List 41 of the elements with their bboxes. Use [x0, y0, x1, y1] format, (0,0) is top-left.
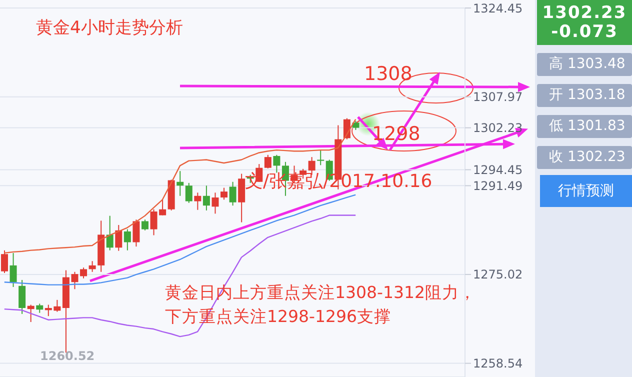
candlestick: [18, 279, 26, 314]
text: -0.073: [550, 22, 619, 42]
annotation: 黄金4小时走势分析: [36, 18, 183, 38]
candlestick: [1, 250, 8, 274]
candlestick: [141, 219, 148, 231]
candlestick: [124, 228, 131, 251]
text: 低 1301.83: [537, 115, 632, 138]
line-series: [4, 194, 356, 286]
text: 行情预测: [540, 175, 632, 208]
candlestick: [220, 187, 228, 200]
candlestick: [115, 224, 122, 252]
candlestick: [202, 185, 210, 211]
candlestick: [238, 173, 246, 223]
y-tick-label: 1275.02: [473, 268, 523, 282]
candlestick: [106, 215, 114, 251]
candlestick: [273, 154, 280, 174]
y-tick-label: 1294.45: [473, 162, 523, 177]
candlestick: [185, 182, 192, 204]
text: 1302.23: [541, 3, 628, 23]
candlestick: [194, 192, 202, 210]
candlestick: [264, 154, 272, 169]
text: 开 1303.18: [537, 84, 632, 108]
candlestick: [27, 304, 34, 323]
candlestick: [176, 170, 184, 196]
y-tick-label: 1291.49: [473, 178, 523, 193]
text: 高 1303.48: [537, 53, 632, 76]
text: 1308: [364, 63, 412, 86]
candlestick: [80, 267, 88, 279]
candlestick: [10, 252, 17, 288]
annotation: 1260.52: [40, 349, 95, 364]
candlestick: [212, 192, 219, 214]
candlestick: [132, 219, 140, 248]
y-tick-label: 1302.23: [473, 121, 523, 136]
candlestick: [229, 181, 236, 206]
text: 收 1302.23: [537, 146, 632, 170]
candlestick: [317, 150, 324, 166]
y-tick-label: 1258.54: [473, 356, 523, 371]
y-tick-label: 1307.97: [473, 90, 523, 104]
candlestick: [36, 303, 44, 314]
candlestick: [88, 260, 96, 272]
y-tick-label: 1324.45: [473, 1, 523, 16]
